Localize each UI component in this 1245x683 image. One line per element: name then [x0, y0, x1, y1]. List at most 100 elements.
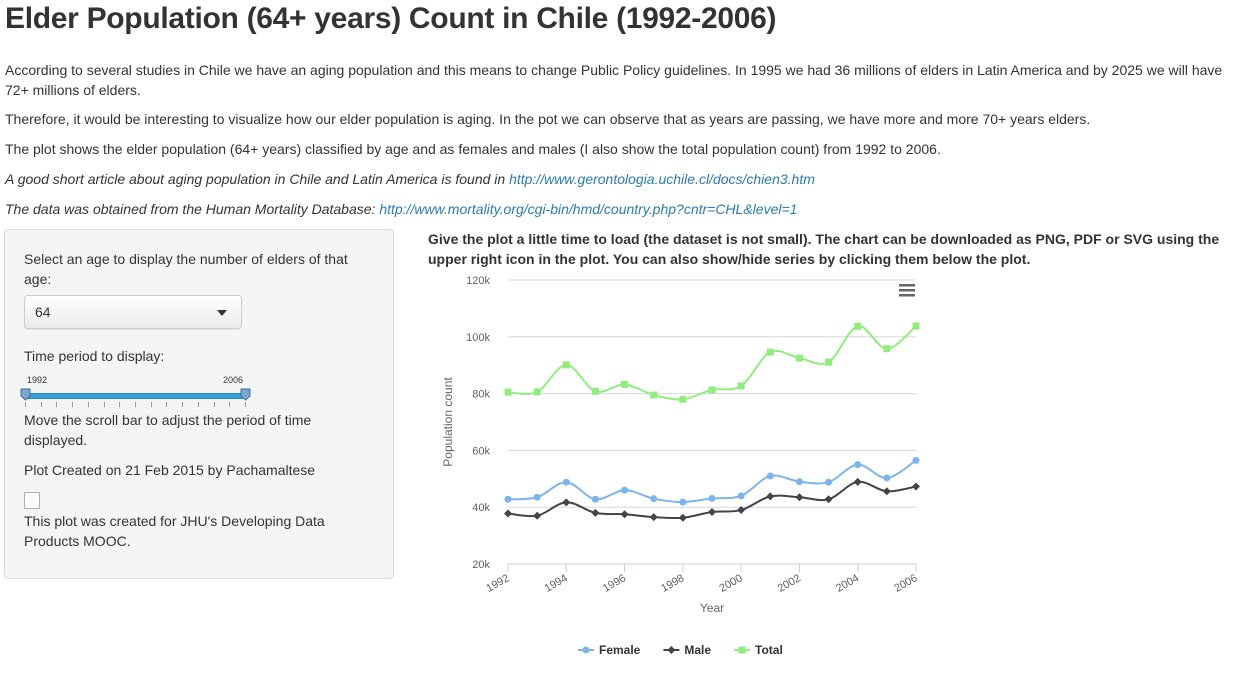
slider-tick	[103, 402, 105, 407]
x-tick-label: 2002	[776, 572, 803, 595]
data-point-female	[562, 478, 570, 486]
data-point-female	[708, 494, 716, 502]
motivation-paragraph: Therefore, it would be interesting to vi…	[5, 111, 1091, 127]
series-male[interactable]	[504, 477, 920, 522]
intro-paragraph: According to several studies in Chile we…	[5, 62, 1223, 98]
age-select-value: 64	[35, 304, 51, 320]
x-axis: 1992 1994 1996 1998 2000 2002 2004 2006	[484, 563, 920, 595]
data-point-total	[883, 345, 891, 353]
x-tick-label: 1996	[601, 572, 628, 595]
data-point-male	[533, 511, 542, 520]
data-point-total	[533, 388, 541, 396]
data-point-male	[678, 513, 687, 522]
series-total[interactable]	[504, 322, 920, 403]
data-point-male	[882, 487, 891, 496]
data-point-total	[504, 388, 512, 396]
slider-track[interactable]	[25, 393, 245, 399]
chart-note: Give the plot a little time to load (the…	[428, 231, 1220, 267]
scroll-hint-text: Move the scroll bar to adjust the period…	[24, 412, 312, 448]
caret-down-icon	[217, 310, 227, 316]
jhu-credit-text: This plot was created for JHU's Developi…	[24, 513, 325, 549]
age-select-label: Select an age to display the number of e…	[24, 251, 348, 287]
data-point-total	[621, 381, 629, 389]
menu-icon-bar	[899, 284, 915, 287]
legend-item-total[interactable]: Total	[734, 643, 783, 657]
x-tick-label: 1998	[659, 572, 686, 595]
series-female[interactable]	[504, 456, 920, 506]
data-point-male	[824, 495, 833, 504]
legend-marker-male	[667, 646, 676, 654]
x-tick-label: 2006	[892, 572, 919, 595]
chart-legend: Female Male Total	[578, 643, 783, 657]
slider-tick	[213, 402, 215, 407]
chart-series	[504, 322, 920, 522]
article-link[interactable]: http://www.gerontologia.uchile.cl/docs/c…	[509, 171, 815, 187]
data-point-total	[854, 322, 862, 330]
y-axis-ticks: 20k 40k 60k 80k 100k 120k	[466, 275, 490, 571]
menu-icon[interactable]	[893, 277, 917, 297]
legend-label-female: Female	[599, 643, 641, 657]
x-tick-label: 1992	[484, 572, 511, 595]
slider-ticks	[25, 402, 246, 408]
data-point-female	[825, 478, 833, 486]
article-paragraph: A good short article about aging populat…	[5, 169, 815, 189]
data-source-paragraph: The data was obtained from the Human Mor…	[5, 199, 797, 219]
slider-tick	[25, 402, 26, 407]
x-axis-label: Year	[700, 601, 724, 615]
population-chart: 20k 40k 60k 80k 100k 120k 1992 1994 1996 1998 200…	[441, 275, 920, 657]
data-point-male	[504, 509, 512, 518]
page-title: Elder Population (64+ years) Count in Ch…	[5, 2, 777, 35]
data-point-male	[737, 506, 746, 515]
data-point-female	[591, 495, 599, 503]
slider-handle-from[interactable]	[20, 388, 31, 401]
data-point-male	[766, 492, 775, 501]
slider-tick	[119, 402, 121, 407]
data-point-female	[795, 478, 803, 486]
y-tick-label: 100k	[466, 332, 490, 344]
data-point-total	[679, 395, 687, 403]
data-point-male	[708, 508, 716, 517]
data-point-male	[795, 493, 804, 502]
slider-tick	[197, 402, 199, 407]
age-select[interactable]: 64	[24, 295, 242, 329]
data-source-text: The data was obtained from the Human Mor…	[5, 201, 380, 217]
data-point-male	[853, 477, 862, 486]
data-point-female	[533, 493, 541, 501]
legend-label-total: Total	[755, 643, 783, 657]
data-point-female	[883, 474, 891, 482]
legend-marker-total	[738, 646, 746, 654]
data-point-total	[591, 387, 599, 395]
data-point-total	[825, 358, 833, 366]
data-point-total	[650, 391, 658, 399]
data-point-female	[679, 498, 687, 506]
data-point-total	[766, 348, 774, 356]
data-point-total	[562, 361, 570, 369]
data-point-male	[562, 498, 571, 507]
slider-tick	[245, 402, 246, 407]
data-source-link[interactable]: http://www.mortality.org/cgi-bin/hmd/cou…	[379, 201, 798, 217]
slider-tick	[229, 402, 231, 407]
slider-handle-to[interactable]	[240, 388, 251, 401]
y-tick-label: 40k	[472, 502, 490, 514]
article-text: A good short article about aging populat…	[5, 171, 510, 187]
data-point-male	[649, 513, 658, 522]
period-slider[interactable]: 1992 2006	[20, 370, 252, 410]
x-tick-label: 2000	[717, 572, 744, 595]
y-tick-label: 80k	[472, 389, 490, 401]
legend-item-male[interactable]: Male	[663, 643, 711, 657]
period-label: Time period to display:	[24, 348, 165, 364]
data-point-female	[504, 495, 512, 503]
data-point-female	[766, 472, 774, 480]
y-axis-label: Population count	[441, 377, 455, 467]
slider-tick	[166, 402, 168, 407]
slider-tick	[150, 402, 152, 407]
data-point-female	[650, 495, 658, 503]
slider-max-label: 2006	[223, 375, 244, 385]
legend-marker-female	[582, 646, 590, 654]
slider-tick	[56, 402, 58, 407]
legend-item-female[interactable]: Female	[578, 643, 641, 657]
y-tick-label: 20k	[472, 559, 490, 571]
slider-tick	[40, 402, 42, 407]
data-point-total	[737, 382, 745, 390]
menu-icon-bar	[899, 294, 915, 297]
